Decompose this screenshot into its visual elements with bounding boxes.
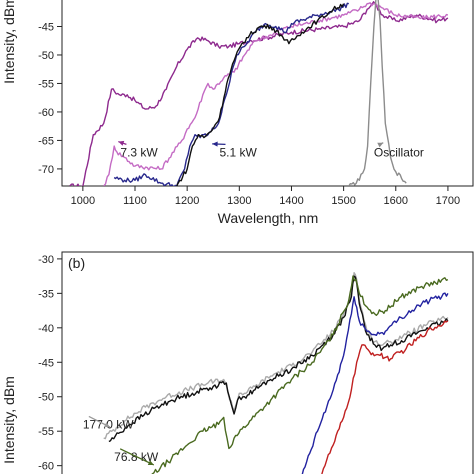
y-tick-label: -60: [38, 461, 54, 473]
y-tick-label: -40: [38, 323, 54, 335]
series-line-0-2: [113, 2, 349, 186]
x-tick-label: 1000: [71, 195, 95, 207]
annotation-arrowhead: [377, 142, 384, 148]
y-axis-label: Intensity, dBm: [1, 0, 17, 84]
y-tick-label: -50: [38, 50, 54, 62]
annotation-label: 7.3 kW: [120, 145, 158, 159]
y-tick-label: -55: [38, 426, 54, 438]
annotation-arrowhead: [147, 460, 154, 465]
x-axis-label: Wavelength, nm: [218, 210, 319, 226]
series-line-1-4: [321, 320, 449, 474]
series-line-0-3: [176, 3, 345, 186]
annotation-label: Oscillator: [374, 145, 424, 159]
series-group: [103, 272, 449, 474]
x-tick-label: 1200: [175, 195, 199, 207]
series-line-1-1: [108, 275, 449, 443]
y-tick-label: -45: [38, 357, 54, 369]
y-tick-label: -35: [38, 288, 54, 300]
annotation-label: 5.1 kW: [219, 145, 257, 159]
y-tick-label: -55: [38, 78, 54, 90]
series-line-1-3: [301, 292, 449, 474]
series-line-1-2: [151, 275, 449, 474]
annotation-arrow: [119, 448, 155, 466]
x-tick-label: 1300: [227, 195, 251, 207]
panel-a: -45 -50 -55 -60 -65 -70 1000 1100 1200 1300 1400 15…: [1, 0, 474, 226]
x-tick-label: 1600: [384, 195, 408, 207]
panel-label: (b): [68, 255, 85, 271]
x-tick-label: 1100: [123, 195, 147, 207]
y-tick-label: -45: [38, 21, 54, 33]
annotation-arrowhead: [118, 140, 125, 146]
series-group: [69, 0, 449, 186]
y-tick-label: -50: [38, 392, 54, 404]
x-tick-label: 1400: [279, 195, 303, 207]
y-tick-label: -70: [38, 164, 54, 176]
annotation-arrowhead: [212, 141, 218, 147]
panel-b: -30 -35 -40 -45 -50 -55 -60 Intensity, dBm (b) 17…: [1, 251, 474, 474]
series-line-0-4: [348, 0, 407, 186]
annotation-arrowhead: [103, 422, 110, 428]
series-line-1-0: [103, 272, 449, 440]
plot-frame: [61, 251, 474, 474]
y-tick-label: -65: [38, 135, 54, 147]
annotation-label: 177.0 kW: [83, 417, 134, 431]
x-tick-label: 1500: [331, 195, 355, 207]
plot-frame: [61, 0, 474, 187]
y-tick-label: -60: [38, 107, 54, 119]
y-tick-label: -30: [38, 254, 54, 266]
x-tick-label: 1700: [436, 195, 460, 207]
y-axis-label: Intensity, dBm: [1, 376, 17, 464]
